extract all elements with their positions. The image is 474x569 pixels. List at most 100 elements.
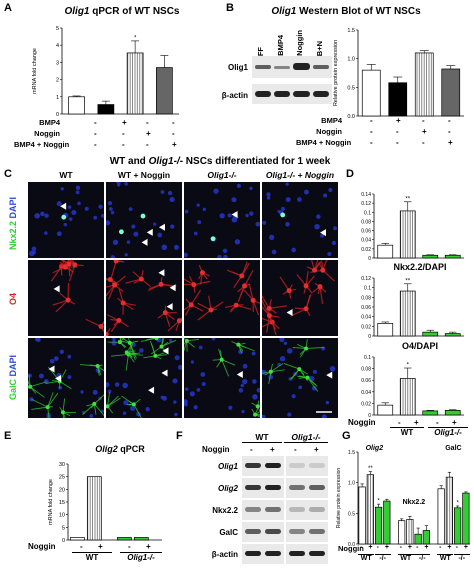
cell-body	[304, 346, 309, 351]
y-tick-label: 20	[59, 487, 65, 493]
cell-body	[303, 283, 309, 289]
bar	[133, 537, 149, 541]
panel-e-letter: E	[4, 430, 12, 442]
arrowhead-marker	[326, 371, 333, 379]
nucleus	[249, 186, 253, 190]
bar	[388, 82, 408, 117]
micrograph-image	[28, 182, 104, 258]
process	[62, 412, 64, 418]
nucleus	[201, 382, 206, 387]
nucleus	[242, 363, 248, 369]
panel-e-group-ko: Olig1-/-	[120, 552, 162, 562]
micrograph-art	[262, 260, 336, 336]
blot-gene-label: β-actin	[211, 550, 238, 559]
bar	[454, 507, 462, 545]
y-tick-label: 0.14	[361, 192, 371, 198]
panel-a-title: Olig1 qPCR of WT NSCs	[64, 6, 180, 17]
micrograph-image	[28, 260, 104, 336]
nucleus	[251, 351, 256, 356]
nucleus	[116, 182, 121, 185]
nucleus	[173, 400, 177, 404]
process	[283, 363, 300, 370]
cell-body	[239, 273, 245, 279]
panel-d-letter: D	[346, 168, 354, 180]
panel-b-treatment-table: BMP4 - + - - Noggin - - + - BMP4 + Noggin - - - +	[296, 116, 470, 152]
process	[107, 397, 121, 407]
cell-body	[116, 317, 122, 323]
series-label: Nkx2.2	[403, 499, 426, 506]
nucleus	[170, 224, 175, 229]
process	[262, 295, 270, 309]
blot-band	[293, 63, 310, 70]
y-tick-label: 5	[56, 26, 59, 32]
blot-band	[309, 485, 325, 490]
blot-band	[245, 551, 261, 556]
cell-body	[268, 369, 273, 374]
blot-band	[245, 485, 261, 490]
nucleus	[238, 388, 244, 393]
panel-c-row-label-galc: GalC DAPI	[8, 354, 18, 400]
process	[110, 260, 117, 279]
treatment-sign: -	[448, 116, 451, 125]
cell-body	[153, 353, 158, 358]
y-tick-label: 1.5	[347, 28, 355, 34]
nucleus	[331, 240, 336, 246]
micrograph-image	[184, 260, 260, 336]
process	[62, 412, 66, 418]
treatment-sign: -	[448, 127, 451, 136]
process	[269, 305, 287, 309]
nucleus	[291, 394, 296, 399]
nucleus	[168, 338, 173, 343]
cell-body	[106, 331, 109, 336]
cell-body	[266, 305, 272, 311]
nucleus	[60, 187, 64, 191]
panel-c-letter: C	[4, 168, 12, 180]
arrowhead-marker	[148, 386, 155, 394]
cell-body	[138, 276, 144, 282]
nucleus	[31, 246, 37, 252]
nucleus	[107, 201, 113, 206]
nucleus	[285, 222, 290, 227]
nucleus	[190, 360, 195, 364]
y-tick-label: 0.08	[361, 219, 371, 225]
sign: +	[447, 544, 452, 551]
bar	[399, 378, 416, 416]
nucleus	[128, 207, 133, 212]
nucleus	[252, 379, 257, 384]
nucleus	[75, 190, 80, 195]
y-tick-label: 0.04	[361, 238, 371, 244]
y-tick-label: 0.12	[361, 276, 371, 282]
y-tick-label: 0.1	[364, 286, 371, 292]
cell-body	[60, 410, 65, 415]
micrograph-image	[262, 182, 338, 258]
blot-strip	[286, 522, 328, 542]
process	[47, 407, 50, 418]
blot-strip	[242, 500, 284, 520]
process	[85, 318, 102, 327]
panel-a-chart: 0 1 2 3 4 5 mRNA fold change *	[32, 26, 179, 118]
group-label: WT	[397, 554, 414, 562]
nucleus	[323, 193, 328, 198]
nucleus	[184, 252, 188, 258]
bar	[422, 410, 439, 416]
nucleus	[71, 210, 77, 216]
blot-band	[245, 529, 261, 534]
arrowhead-marker	[55, 375, 62, 383]
panel-c-col-label: Olig1-/- + Noggin	[265, 170, 335, 180]
nucleus	[38, 373, 44, 379]
process	[79, 364, 98, 367]
panel-f-group-ko: Olig1-/-	[284, 432, 328, 443]
micrograph-image	[184, 338, 260, 418]
treatment-sign: -	[146, 140, 149, 149]
nucleus	[227, 213, 232, 218]
cell-body	[242, 283, 248, 289]
nucleus	[268, 374, 274, 380]
blot-band	[289, 485, 305, 490]
process	[47, 392, 59, 408]
process	[55, 299, 69, 313]
process	[29, 386, 45, 398]
blot-band	[309, 529, 325, 534]
panel-e-x-axis-labels: Noggin - + - + WT Olig1-/-	[8, 542, 178, 568]
cell-body	[127, 340, 132, 345]
treatment-sign: -	[172, 118, 175, 127]
